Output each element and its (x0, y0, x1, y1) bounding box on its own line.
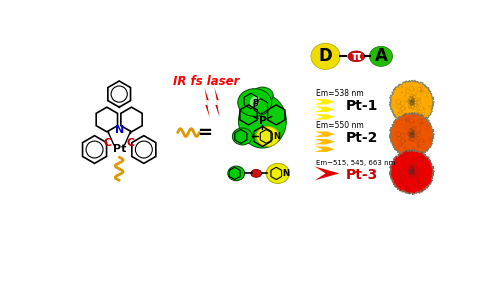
Text: Em=538 nm: Em=538 nm (316, 89, 364, 98)
Polygon shape (389, 80, 434, 125)
Text: Pt-1: Pt-1 (346, 99, 378, 113)
Polygon shape (389, 149, 434, 195)
Ellipse shape (256, 126, 280, 146)
Polygon shape (204, 88, 210, 117)
Polygon shape (315, 166, 340, 180)
Polygon shape (315, 139, 335, 144)
Text: N: N (273, 132, 280, 141)
Ellipse shape (311, 43, 340, 69)
Ellipse shape (251, 170, 262, 177)
Polygon shape (214, 88, 220, 117)
Polygon shape (315, 99, 335, 104)
Text: P: P (252, 99, 258, 108)
Polygon shape (315, 146, 335, 152)
Text: D: D (318, 47, 332, 65)
Text: C: C (126, 137, 135, 148)
Text: Pt-3: Pt-3 (346, 168, 378, 182)
Ellipse shape (370, 46, 392, 66)
Text: Pt: Pt (112, 144, 126, 154)
Polygon shape (389, 113, 434, 157)
Ellipse shape (348, 51, 365, 62)
Text: =: = (197, 124, 212, 142)
Ellipse shape (252, 87, 273, 104)
Text: C: C (104, 137, 112, 148)
Ellipse shape (238, 94, 286, 148)
Text: A: A (374, 47, 388, 65)
Text: π: π (352, 50, 362, 63)
Text: N: N (282, 169, 289, 178)
Text: Pt-2: Pt-2 (346, 131, 378, 145)
Polygon shape (315, 114, 335, 119)
Polygon shape (315, 107, 335, 112)
Text: N: N (114, 124, 124, 135)
Ellipse shape (266, 163, 289, 183)
Text: Em=550 nm: Em=550 nm (316, 121, 364, 130)
Text: P: P (258, 116, 266, 126)
Ellipse shape (232, 128, 252, 145)
Ellipse shape (250, 96, 260, 108)
Ellipse shape (228, 166, 244, 181)
Text: Em−515, 545, 663 nm: Em−515, 545, 663 nm (316, 160, 396, 166)
Ellipse shape (238, 89, 272, 116)
Text: IR fs laser: IR fs laser (173, 75, 240, 88)
Polygon shape (315, 131, 335, 137)
